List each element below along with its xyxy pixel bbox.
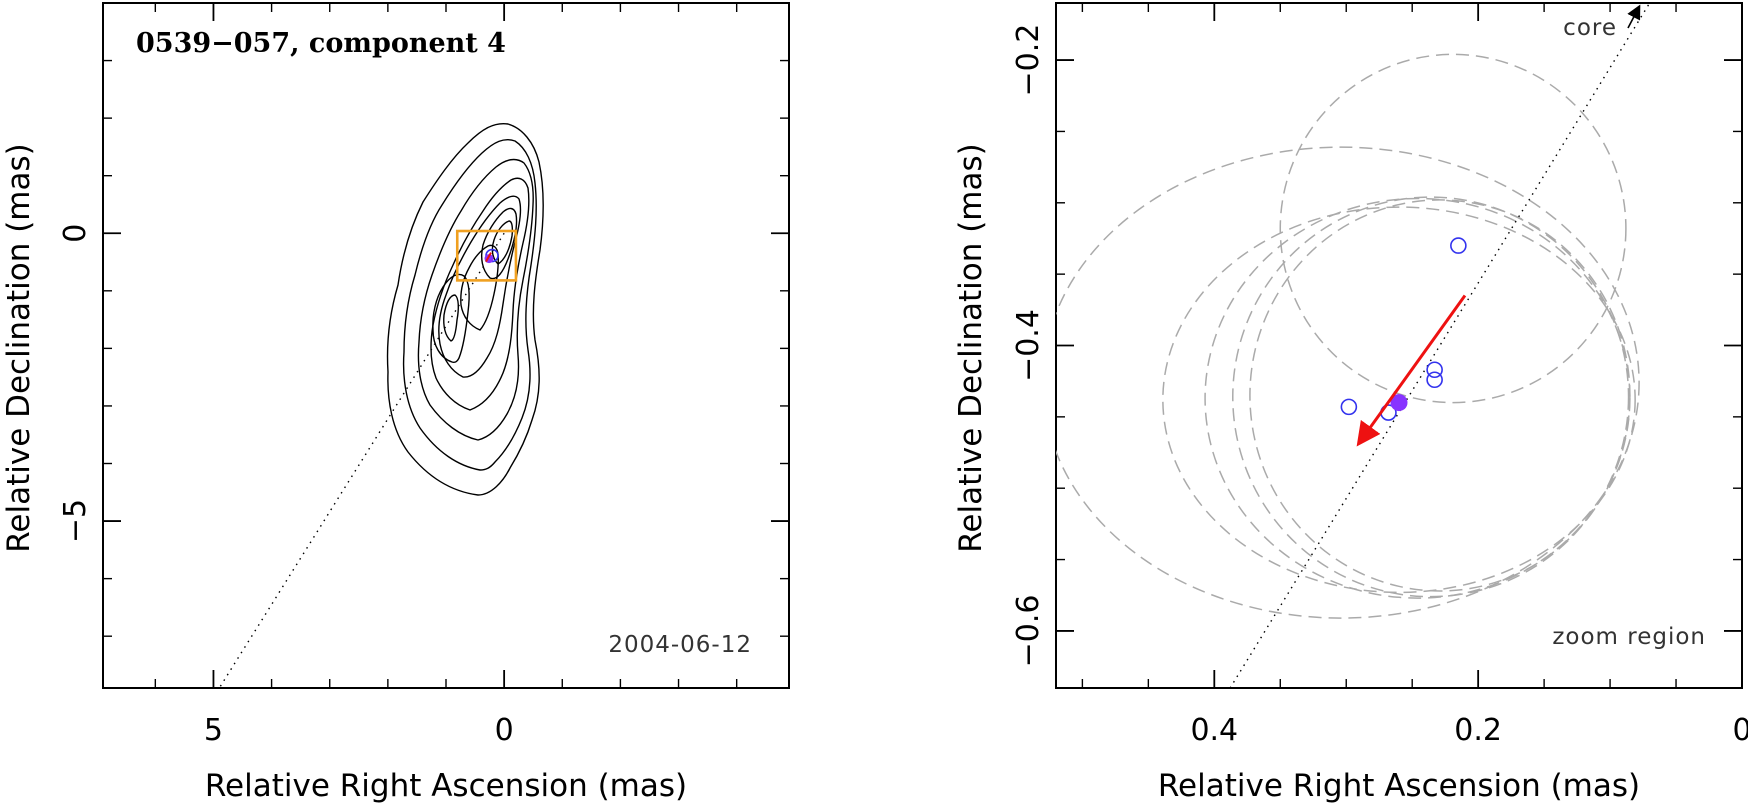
left-y-tick-label: −5 bbox=[58, 499, 93, 543]
right-plot-frame bbox=[1055, 2, 1743, 689]
panel-title: 0539−057, component 4 bbox=[136, 28, 506, 59]
component-motion-tick bbox=[485, 252, 492, 263]
core-direction-arrow bbox=[1627, 4, 1641, 29]
contour-map bbox=[386, 122, 544, 496]
contour-second-peak-inner bbox=[443, 294, 460, 342]
core-label: core bbox=[1563, 15, 1617, 41]
error-ellipse bbox=[1232, 196, 1630, 598]
contour-level-6 bbox=[481, 207, 518, 280]
contour-level-4 bbox=[430, 177, 530, 411]
left-panel: 5 0 −5 0 0539−057, component 4 2004-06-12 R… bbox=[1, 2, 790, 804]
motion-vector-arrow bbox=[1356, 294, 1467, 447]
right-x-tick-label: 0.4 bbox=[1190, 713, 1238, 748]
contour-level-7 bbox=[491, 220, 514, 265]
right-y-tick-label: −0.2 bbox=[1011, 24, 1046, 97]
left-plot-frame bbox=[102, 2, 790, 689]
contour-level-1 bbox=[386, 122, 544, 496]
epoch-position-marker bbox=[1426, 371, 1443, 389]
error-ellipse bbox=[1162, 206, 1636, 594]
left-x-tick-label: 5 bbox=[204, 713, 223, 748]
right-y-tick-label: −0.4 bbox=[1011, 309, 1046, 382]
right-panel: 0.4 0.2 0 −0.2 −0.4 −0.6 core zoom region Rel… bbox=[953, 2, 1748, 804]
contour-second-peak-outer bbox=[432, 273, 470, 364]
left-x-axis-label: Relative Right Ascension (mas) bbox=[205, 768, 687, 804]
error-ellipses bbox=[1056, 53, 1640, 619]
zoom-region-box bbox=[455, 229, 518, 282]
left-y-axis-label: Relative Declination (mas) bbox=[1, 143, 37, 553]
zoom-region-label: zoom region bbox=[1552, 624, 1706, 650]
error-ellipse bbox=[1056, 146, 1640, 619]
error-ellipse bbox=[1249, 199, 1631, 592]
right-x-axis-label: Relative Right Ascension (mas) bbox=[1158, 768, 1640, 804]
left-axis-ticks: 5 0 −5 0 bbox=[58, 2, 789, 748]
left-y-tick-label: 0 bbox=[58, 224, 93, 243]
right-x-tick-label: 0.2 bbox=[1454, 713, 1502, 748]
left-x-tick-label: 0 bbox=[495, 713, 514, 748]
epoch-position-marker bbox=[1450, 237, 1467, 254]
contour-level-5 bbox=[438, 195, 522, 378]
epoch-markers bbox=[1340, 237, 1467, 421]
error-ellipse bbox=[1279, 53, 1627, 404]
contour-level-3 bbox=[417, 158, 534, 441]
epoch-position-marker bbox=[1340, 398, 1358, 416]
jet-axis-line-zoom bbox=[1229, 3, 1651, 688]
highlighted-epoch-marker bbox=[1390, 394, 1408, 412]
contour-level-2 bbox=[402, 138, 537, 471]
contour-level-8 bbox=[460, 244, 499, 331]
epoch-position-marker bbox=[1426, 361, 1443, 379]
right-axis-ticks: 0.4 0.2 0 −0.2 −0.4 −0.6 bbox=[1011, 3, 1748, 748]
right-x-tick-label: 0 bbox=[1732, 713, 1748, 748]
epoch-date-label: 2004-06-12 bbox=[608, 632, 752, 658]
right-y-axis-label: Relative Declination (mas) bbox=[953, 143, 989, 553]
right-y-tick-label: −0.6 bbox=[1011, 594, 1046, 667]
